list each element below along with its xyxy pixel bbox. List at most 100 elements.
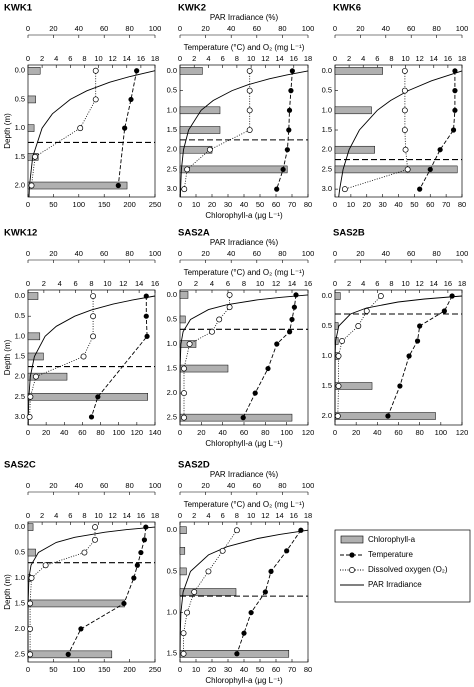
oxygen-point	[216, 316, 223, 323]
oxygen-line	[29, 527, 96, 655]
oxygen-point	[363, 308, 370, 314]
oxygen-point	[42, 562, 49, 569]
temp-tick-label: 0	[178, 54, 182, 63]
y-tick-label: 0.5	[167, 566, 177, 575]
par-tick-label: 80	[125, 24, 133, 33]
par-tick-label: 0	[178, 481, 182, 490]
temp-tick-label: 2	[192, 511, 196, 520]
temperature-point	[121, 600, 127, 607]
temp-tick-label: 18	[151, 54, 159, 63]
temp-tick-label: 2	[194, 279, 198, 288]
chl-tick-label: 0	[178, 200, 182, 209]
chl-tick-label: 150	[98, 665, 111, 674]
par-tick-label: 40	[382, 249, 390, 258]
par-tick-label: 20	[356, 249, 364, 258]
par-tick-label: 20	[49, 249, 57, 258]
par-line	[27, 526, 156, 660]
temperature-point	[450, 127, 457, 133]
temp-axis-label: Temperature (°C) and O₂ (mg L⁻¹)	[184, 500, 305, 509]
oxygen-point	[186, 341, 193, 347]
par-tick-label: 100	[149, 249, 162, 258]
chl-tick-label: 100	[280, 428, 293, 437]
temperature-point	[262, 589, 268, 595]
chl-bar	[179, 364, 229, 373]
temp-tick-label: 18	[458, 279, 466, 288]
temperature-point	[128, 96, 134, 103]
y-tick-label: 0.5	[322, 321, 332, 330]
temperature-point	[289, 68, 295, 74]
chl-tick-label: 0	[178, 428, 182, 437]
chl-tick-label: 70	[288, 200, 296, 209]
par-tick-label: 0	[26, 481, 30, 490]
oxygen-point	[341, 186, 348, 193]
y-tick-label: 0.5	[167, 314, 177, 323]
temp-tick-label: 4	[361, 54, 365, 63]
temperature-point	[274, 341, 280, 347]
y-tick-label: 2.0	[322, 145, 332, 154]
temperature-point	[131, 575, 137, 581]
par-tick-label: 40	[75, 249, 83, 258]
par-line	[28, 70, 156, 198]
y-axis-label: Depth (m)	[3, 574, 12, 610]
temp-tick-label: 14	[275, 54, 283, 63]
temperature-line	[236, 529, 302, 654]
temp-tick-label: 4	[54, 54, 58, 63]
chl-tick-label: 10	[192, 665, 200, 674]
par-tick-label: 0	[26, 24, 30, 33]
par-line	[179, 70, 309, 198]
temperature-point	[417, 186, 423, 192]
chl-bar	[27, 352, 44, 361]
y-axis-label: Depth (m)	[3, 339, 12, 375]
temperature-line	[117, 70, 138, 186]
temperature-point	[441, 308, 447, 314]
temp-tick-label: 16	[444, 54, 452, 63]
temp-tick-label: 16	[444, 279, 452, 288]
chl-tick-label: 0	[26, 428, 30, 437]
y-tick-label: 1.5	[167, 649, 177, 658]
y-tick-label: 1.5	[15, 152, 25, 161]
temp-axis-label: Temperature (°C) and O₂ (mg L⁻¹)	[184, 43, 305, 52]
y-tick-label: 1.5	[15, 598, 25, 607]
y-tick-label: 2.5	[15, 649, 25, 658]
chl-tick-label: 40	[240, 200, 248, 209]
chl-tick-label: 20	[197, 428, 205, 437]
panel-title: SAS2D	[178, 460, 210, 471]
par-tick-label: 80	[278, 481, 286, 490]
chl-tick-label: 150	[98, 200, 111, 209]
temperature-line	[67, 527, 147, 655]
temperature-point	[240, 415, 246, 421]
chl-bar	[27, 372, 68, 381]
temp-tick-label: 12	[261, 511, 269, 520]
y-tick-label: 0.5	[322, 86, 332, 95]
temp-tick-label: 2	[40, 54, 44, 63]
chl-tick-label: 0	[26, 665, 30, 674]
chl-bar	[334, 412, 436, 420]
chl-tick-label: 70	[288, 665, 296, 674]
temp-tick-label: 18	[151, 511, 159, 520]
y-tick-label: 1.5	[322, 381, 332, 390]
temp-tick-label: 6	[221, 511, 225, 520]
par-tick-label: 40	[227, 24, 235, 33]
temp-tick-label: 12	[415, 279, 423, 288]
par-tick-label: 60	[253, 249, 261, 258]
chl-bar	[27, 124, 35, 132]
par-tick-label: 100	[302, 24, 315, 33]
oxygen-point	[401, 107, 408, 114]
temperature-point	[88, 414, 95, 420]
temp-tick-label: 16	[137, 54, 145, 63]
y-tick-label: 2.0	[15, 624, 25, 633]
oxygen-point	[402, 146, 409, 153]
temp-tick-label: 16	[137, 511, 145, 520]
par-tick-label: 60	[100, 249, 108, 258]
chl-tick-label: 140	[149, 428, 162, 437]
y-tick-label: 0.5	[15, 311, 25, 320]
par-axis-label: PAR Irradiance (%)	[210, 238, 279, 247]
y-tick-label: 1.0	[15, 123, 25, 132]
chl-bar	[179, 106, 221, 115]
legend-label: Temperature	[368, 550, 413, 559]
chl-bar	[334, 292, 341, 300]
chl-tick-label: 10	[192, 200, 200, 209]
chl-tick-label: 40	[60, 428, 68, 437]
par-line	[179, 294, 309, 423]
chl-tick-label: 80	[458, 200, 466, 209]
